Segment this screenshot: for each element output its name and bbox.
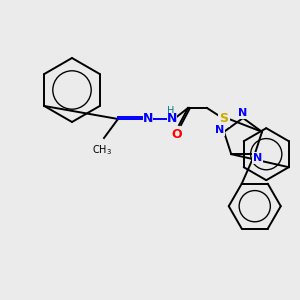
- Text: H: H: [167, 106, 174, 116]
- Text: O: O: [172, 128, 182, 141]
- Text: N: N: [167, 112, 177, 125]
- Text: N: N: [214, 125, 224, 135]
- Text: CH$_3$: CH$_3$: [92, 143, 112, 157]
- Text: N: N: [238, 108, 247, 118]
- Text: N: N: [253, 153, 262, 163]
- Text: S: S: [220, 112, 229, 125]
- Text: N: N: [143, 112, 153, 125]
